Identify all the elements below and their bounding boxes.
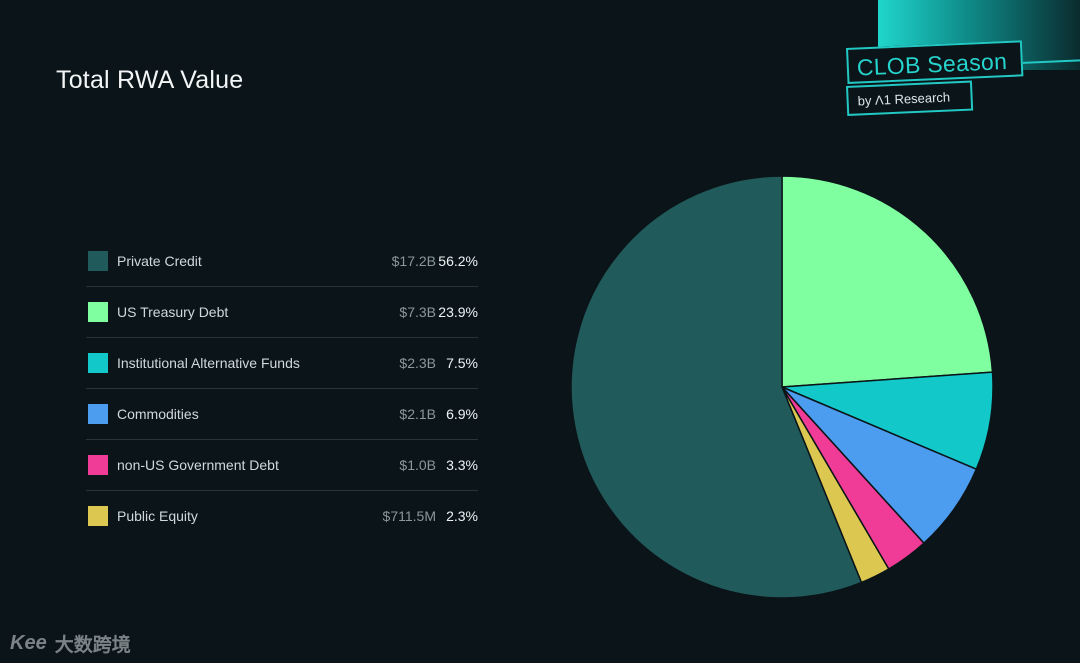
legend-value: $2.1B bbox=[399, 406, 436, 422]
legend-percent: 23.9% bbox=[438, 304, 478, 320]
chart-title: Total RWA Value bbox=[56, 66, 244, 94]
brand-logo: CLOB Season bbox=[846, 40, 1024, 84]
chart-legend: Private Credit $17.2B 56.2% US Treasury … bbox=[86, 236, 478, 541]
pie-slice-private-credit bbox=[570, 175, 863, 599]
legend-label: Public Equity bbox=[117, 508, 198, 524]
legend-swatch bbox=[88, 353, 108, 373]
legend-label: Private Credit bbox=[117, 253, 202, 269]
legend-item: Commodities $2.1B 6.9% bbox=[86, 389, 478, 440]
legend-item: Private Credit $17.2B 56.2% bbox=[86, 236, 478, 287]
brand-byline: by Λ1 Research bbox=[846, 80, 974, 116]
legend-item: non-US Government Debt $1.0B 3.3% bbox=[86, 440, 478, 491]
legend-value: $7.3B bbox=[399, 304, 436, 320]
legend-swatch bbox=[88, 506, 108, 526]
pie-slice-institutional-alternative-funds bbox=[781, 371, 994, 470]
legend-percent: 7.5% bbox=[446, 355, 478, 371]
legend-percent: 3.3% bbox=[446, 457, 478, 473]
legend-swatch bbox=[88, 251, 108, 271]
watermark-text: 大数跨境 bbox=[54, 634, 131, 656]
brand-byline-text: by Λ1 Research bbox=[857, 89, 951, 109]
legend-swatch bbox=[88, 404, 108, 424]
legend-item: Institutional Alternative Funds $2.3B 7.… bbox=[86, 338, 478, 389]
legend-swatch bbox=[88, 455, 108, 475]
legend-value: $711.5M bbox=[382, 508, 436, 524]
legend-item: Public Equity $711.5M 2.3% bbox=[86, 491, 478, 541]
legend-value: $2.3B bbox=[399, 355, 436, 371]
legend-item: US Treasury Debt $7.3B 23.9% bbox=[86, 287, 478, 338]
legend-swatch bbox=[88, 302, 108, 322]
legend-percent: 56.2% bbox=[438, 253, 478, 269]
pie-chart bbox=[570, 175, 994, 599]
legend-value: $1.0B bbox=[399, 457, 436, 473]
legend-percent: 2.3% bbox=[446, 508, 478, 524]
legend-label: Institutional Alternative Funds bbox=[117, 355, 300, 371]
watermark-logo: Kee bbox=[10, 631, 47, 654]
legend-percent: 6.9% bbox=[446, 406, 478, 422]
pie-slice-us-treasury-debt bbox=[781, 175, 994, 388]
legend-label: US Treasury Debt bbox=[117, 304, 229, 320]
brand-name: CLOB Season bbox=[856, 47, 1008, 81]
legend-label: Commodities bbox=[117, 406, 199, 422]
watermark: Kee 大数跨境 bbox=[10, 628, 131, 658]
legend-label: non-US Government Debt bbox=[117, 457, 279, 473]
legend-value: $17.2B bbox=[391, 253, 436, 269]
